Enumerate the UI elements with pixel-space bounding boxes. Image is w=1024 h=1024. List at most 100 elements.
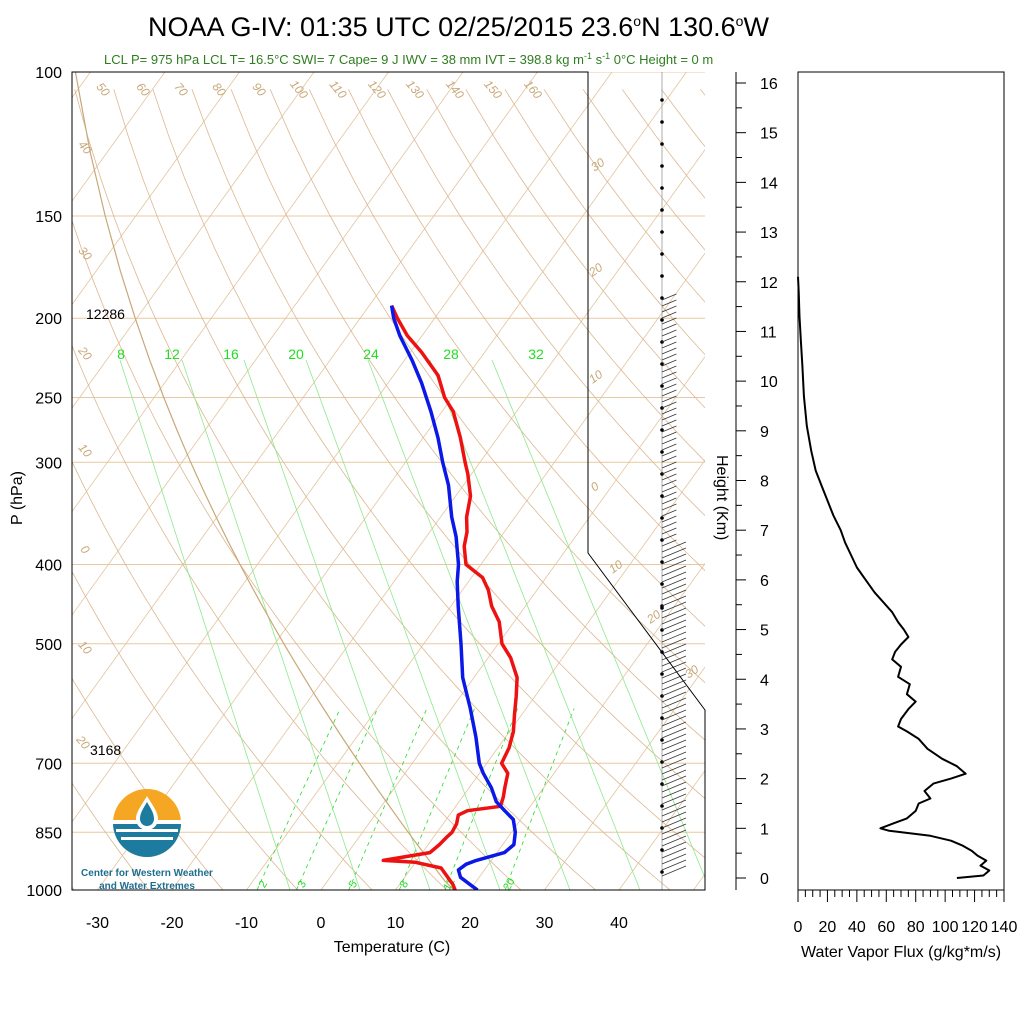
wind-barb	[661, 637, 687, 649]
wind-barb	[661, 715, 687, 727]
flux-tick-label: 0	[794, 919, 803, 936]
wind-barb	[661, 817, 687, 829]
pressure-tick-label: 1000	[26, 883, 62, 900]
height-tick-label: 5	[760, 623, 769, 640]
wind-barb-point	[660, 450, 664, 454]
adiabat-label: 90	[249, 80, 269, 99]
wind-barb	[661, 733, 687, 745]
wind-barb-point	[660, 672, 664, 676]
pressure-tick-label: 250	[35, 391, 62, 408]
wind-barb-point	[660, 716, 664, 720]
wind-barb-point	[660, 230, 664, 234]
mixing-ratio-label: 24	[363, 346, 379, 362]
wind-barb	[661, 473, 677, 481]
height-tick-label: 16	[760, 76, 778, 93]
wind-barb	[661, 547, 687, 559]
wind-barb	[661, 685, 687, 697]
wind-barb-point	[660, 870, 664, 874]
adiabat-label: 30	[75, 244, 95, 263]
adiabat-label: 0	[588, 479, 602, 494]
mixing-ratio-label: 28	[443, 346, 459, 362]
wind-barb	[661, 583, 687, 595]
wind-barb	[661, 533, 677, 541]
wind-barb	[661, 365, 677, 373]
dewpoint-points	[391, 305, 516, 891]
dewpoint-line	[389, 305, 518, 890]
flux-axis: 0 20 40 60 80 100 120 140	[794, 890, 1017, 936]
mixing-ratio-label: 12	[164, 346, 180, 362]
wind-barb	[661, 317, 677, 325]
wind-barb	[661, 859, 687, 871]
mixing-ratio-bottom-label: 20	[501, 876, 518, 893]
wind-barb	[661, 323, 677, 331]
height-tick-label: 14	[760, 175, 778, 192]
pressure-tick-label: 850	[35, 825, 62, 842]
wind-barb-column	[660, 72, 687, 890]
wind-barb	[661, 335, 677, 343]
wind-barb	[661, 401, 677, 409]
wind-barb	[661, 649, 687, 661]
wind-barb	[661, 721, 687, 733]
dry-adiabat-line	[230, 89, 705, 741]
wind-barb	[661, 371, 677, 379]
adiabat-label: 160	[521, 77, 545, 102]
wind-barb	[661, 643, 687, 655]
wind-barb-point	[660, 560, 664, 564]
mixing-ratio-bottom-label: 5	[347, 879, 360, 890]
wind-barb-point	[660, 848, 664, 852]
dry-adiabat-line	[857, 89, 1024, 907]
wind-barb	[661, 619, 687, 631]
wind-barb	[661, 559, 687, 571]
wind-barb	[661, 341, 677, 349]
dry-adiabat-line	[152, 89, 705, 859]
wind-barb	[661, 823, 687, 835]
height-axis-label: Height (Km)	[713, 455, 730, 540]
mixing-ratio-bottom-label: 8	[398, 879, 411, 890]
adiabat-label: 10	[75, 638, 95, 657]
pressure-tick-label: 300	[35, 455, 62, 472]
adiabat-label: 140	[443, 77, 467, 102]
wind-barb	[661, 571, 687, 583]
wind-barb	[661, 479, 677, 487]
moist-adiabat-line	[305, 359, 501, 890]
flux-tick-label: 20	[819, 919, 837, 936]
wind-barb	[661, 467, 677, 475]
flux-panel-frame	[797, 71, 1005, 891]
dry-adiabat-line	[426, 89, 705, 462]
mixing-ratio-line	[398, 708, 475, 890]
isotherm-line	[618, 769, 705, 890]
mixing-ratio-line	[444, 708, 518, 890]
moist-adiabat-line	[491, 359, 705, 879]
wind-barb	[661, 521, 677, 529]
wind-barb	[661, 311, 677, 319]
mixing-ratio-label: 32	[528, 346, 544, 362]
wind-barb-point	[660, 252, 664, 256]
wind-barb-point	[660, 98, 664, 102]
height-tick-label: 12	[760, 275, 778, 292]
isotherm-line	[97, 72, 687, 890]
wind-barb	[661, 347, 677, 355]
wind-barb	[661, 769, 687, 781]
wind-barb	[661, 607, 687, 619]
wind-barb-point	[660, 428, 664, 432]
wind-barb-point	[660, 318, 664, 322]
wind-barb	[661, 431, 677, 439]
mixing-ratio-label: 20	[288, 346, 304, 362]
cw3e-logo: Center for Western Weather and Water Ext…	[81, 789, 213, 892]
adiabat-label: 150	[481, 77, 505, 102]
dry-adiabat-line	[348, 89, 705, 572]
wind-barb	[661, 413, 677, 421]
flux-tick-label: 120	[961, 919, 988, 936]
wind-barb	[661, 461, 677, 469]
wind-barb-point	[660, 296, 664, 300]
height-tick-label: 1	[760, 821, 769, 838]
wind-barb	[661, 847, 687, 859]
adiabat-label: 110	[327, 78, 350, 102]
wind-barb	[661, 437, 677, 445]
wind-barb	[661, 329, 677, 337]
wind-barb	[661, 353, 677, 361]
dry-adiabat-line	[308, 89, 705, 627]
dry-adiabat-line	[72, 782, 150, 890]
